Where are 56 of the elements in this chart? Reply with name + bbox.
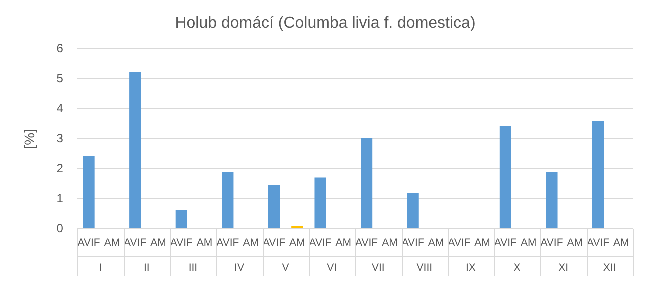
text: AM [150,236,166,249]
text: AVIF [309,236,332,249]
x-tick-label: VII [372,262,385,274]
x-tick-label: XI [558,262,569,274]
text: AVIF [356,236,378,249]
y-tick-label: 6 [56,42,64,56]
text: AVIF [402,236,424,249]
x-tick-label: III [188,262,198,274]
text: AVIF [262,236,286,249]
text: AM [614,236,630,249]
bar [130,72,142,228]
y-tick-label: 5 [56,71,64,86]
text: AVIF [540,236,564,249]
y-tick-label: 2 [56,161,64,176]
bar [500,126,512,228]
text: AVIF [124,236,147,249]
text: AM [336,236,352,249]
text: AM [243,236,259,249]
x-tick-label: VIII [416,262,433,274]
chart-title: Holub domácí (Columba livia f. domestica) [175,15,476,32]
text: AVIF [494,236,517,249]
y-tick-label: 4 [56,101,64,116]
x-tick-label: VI [327,262,338,274]
x-tick-label: II [144,262,150,274]
bar [176,210,188,228]
bar [361,138,373,228]
x-tick-label: IX [466,262,476,274]
y-axis-title: [%] [21,128,38,150]
text: AVIF [170,236,193,249]
text: AM [428,236,444,249]
x-tick-label: X [514,262,521,274]
text: AM [382,236,398,249]
text: AM [567,236,584,249]
y-tick-label: 1 [56,191,64,206]
x-tick-label: V [282,262,290,274]
bar [314,178,326,228]
y-tick-label: 3 [56,131,64,146]
bar [83,156,95,228]
text: AM [520,236,537,249]
bar [546,172,558,228]
y-tick-label: 0 [56,221,64,236]
bar [592,121,604,228]
text: AM [474,236,490,249]
bar [407,193,419,228]
bar [268,184,280,228]
x-tick-label: I [99,262,102,274]
text: AVIF [587,236,610,249]
series-label: AVIF [216,236,240,249]
text: AM [196,236,213,249]
series-label: AM [289,236,306,249]
x-tick-label: IV [234,262,244,274]
text: AM [104,236,120,249]
x-tick-label: XII [603,262,616,274]
text: AVIF [448,236,471,249]
bar [222,172,234,228]
text: AVIF [78,236,100,249]
